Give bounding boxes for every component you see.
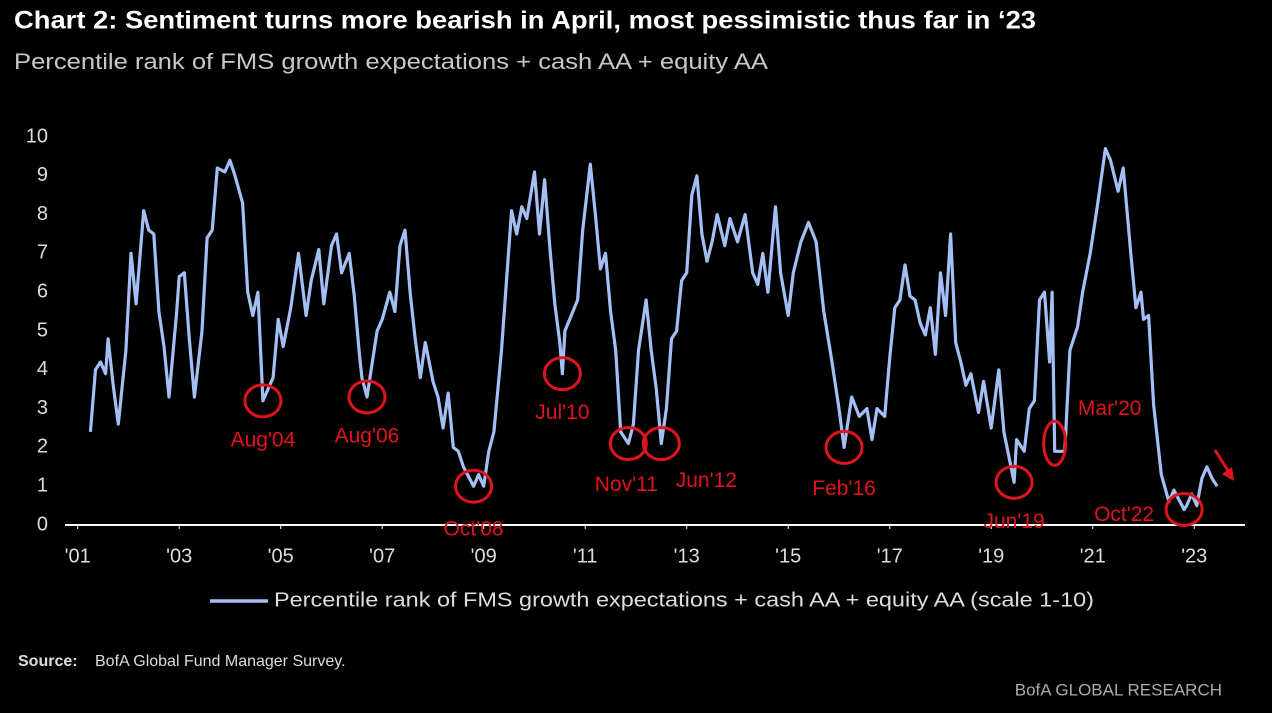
y-tick-label: 1 bbox=[37, 474, 48, 496]
annotation-label: Jun'12 bbox=[676, 469, 737, 492]
annotation-circle bbox=[641, 426, 681, 462]
y-tick-label: 8 bbox=[37, 203, 48, 225]
y-tick-label: 2 bbox=[37, 436, 48, 458]
x-tick-label: '21 bbox=[1080, 545, 1106, 567]
y-tick-label: 0 bbox=[37, 513, 48, 535]
trend-arrow bbox=[1213, 449, 1232, 475]
footer: BofA GLOBAL RESEARCH bbox=[1015, 680, 1222, 699]
annotation-label: Aug'04 bbox=[231, 428, 296, 451]
x-tick-label: '11 bbox=[573, 545, 598, 567]
annotation-label: Jun'19 bbox=[983, 510, 1044, 533]
annotation-label: Oct'22 bbox=[1094, 503, 1154, 526]
annotation-label: Mar'20 bbox=[1078, 397, 1142, 420]
source: BofA Global Fund Manager Survey. bbox=[95, 653, 346, 670]
annotation-circle bbox=[454, 468, 494, 504]
y-tick-label: 9 bbox=[37, 164, 48, 186]
chart-title: Chart 2: Sentiment turns more bearish in… bbox=[14, 7, 1036, 35]
x-tick-label: '07 bbox=[369, 545, 395, 567]
annotation-label: Nov'11 bbox=[595, 473, 658, 496]
x-tick-label: '01 bbox=[65, 545, 91, 567]
y-tick-label: 10 bbox=[26, 125, 48, 147]
x-tick-label: '23 bbox=[1181, 545, 1207, 567]
annotation-circle bbox=[542, 356, 582, 392]
annotation-circle bbox=[347, 379, 387, 415]
annotation-circle bbox=[243, 383, 283, 419]
x-tick-label: '17 bbox=[877, 545, 903, 567]
annotation-circle bbox=[824, 429, 864, 465]
annotation-circle bbox=[994, 464, 1034, 500]
trend-arrow-head bbox=[1222, 467, 1234, 481]
annotation-label: Feb'16 bbox=[812, 477, 876, 500]
x-tick-label: '03 bbox=[166, 545, 192, 567]
annotation-circle bbox=[1042, 419, 1068, 467]
x-tick-label: '13 bbox=[674, 545, 700, 567]
y-tick-label: 6 bbox=[37, 280, 48, 302]
x-tick-label: '05 bbox=[268, 545, 294, 567]
x-tick-label: '15 bbox=[775, 545, 801, 567]
annotation-circle bbox=[1164, 491, 1204, 527]
y-tick-label: 5 bbox=[37, 319, 48, 341]
y-tick-label: 4 bbox=[37, 358, 48, 380]
source-label: Source: bbox=[18, 653, 78, 670]
annotation-label: Jul'10 bbox=[535, 401, 589, 424]
y-tick-label: 3 bbox=[37, 397, 48, 419]
annotation-label: Oct'08 bbox=[444, 518, 504, 541]
legend-label: Percentile rank of FMS growth expectatio… bbox=[274, 589, 1094, 611]
x-tick-label: '19 bbox=[978, 545, 1004, 567]
chart-subtitle: Percentile rank of FMS growth expectatio… bbox=[14, 49, 768, 74]
x-tick-label: '09 bbox=[471, 545, 497, 567]
annotation-circle bbox=[608, 426, 648, 462]
annotation-label: Aug'06 bbox=[335, 425, 400, 448]
y-tick-label: 7 bbox=[37, 242, 48, 264]
